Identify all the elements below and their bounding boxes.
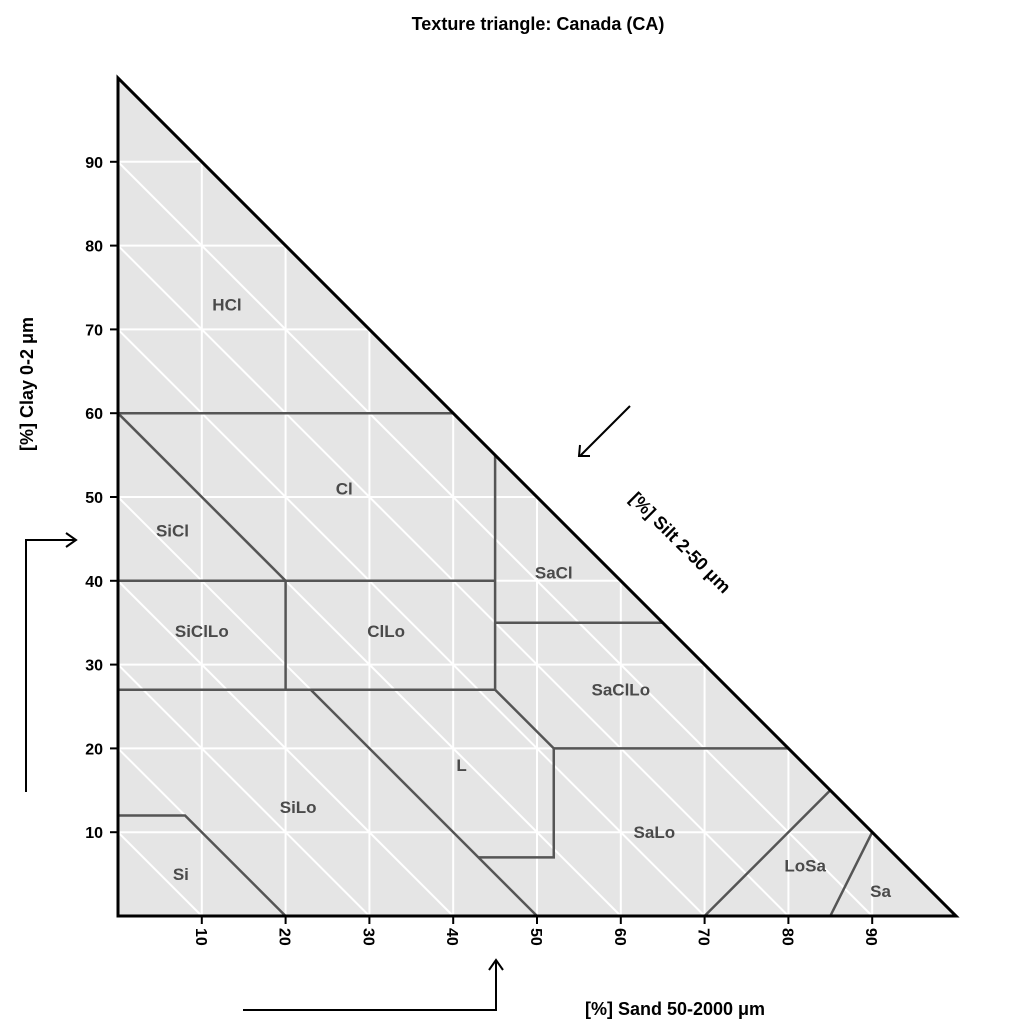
silt-direction-arrow (577, 405, 631, 457)
clay-tick-label: 20 (85, 741, 103, 758)
grid-line-silt-40 (117, 580, 454, 917)
class-boundary (478, 748, 556, 859)
class-label-sacllo: SaClLo (592, 681, 651, 700)
clay-axis-title: [%] Clay 0-2 μm (17, 317, 37, 451)
class-label-hcl: HCl (212, 295, 241, 314)
sand-direction-arrow (243, 958, 504, 1011)
sand-axis-title: [%] Sand 50-2000 μm (585, 999, 765, 1019)
sand-tick-label: 90 (862, 928, 879, 946)
class-label-sacl: SaCl (535, 563, 573, 582)
clay-tick-label: 50 (85, 490, 103, 507)
sand-tick-label: 30 (359, 928, 376, 946)
class-boundary (494, 688, 555, 750)
class-label-losa: LoSa (784, 857, 826, 876)
sand-tick-label: 40 (443, 928, 460, 946)
clay-tick-label: 40 (85, 574, 103, 591)
class-label-sa: Sa (870, 882, 891, 901)
clay-tick-label: 90 (85, 155, 103, 172)
sand-tick-label: 10 (192, 928, 209, 946)
clay-tick-label: 80 (85, 239, 103, 256)
sand-tick-label: 50 (527, 928, 544, 946)
chart-title: Texture triangle: Canada (CA) (412, 14, 665, 34)
class-label-sicllo: SiClLo (175, 622, 229, 641)
silt-axis-title: [%] Silt 2-50 μm (626, 488, 735, 597)
class-boundary (117, 412, 287, 582)
grid-line-silt-30 (117, 663, 371, 917)
axis-ticks: 10 20 30 40 50 60 70 80 90 10 20 30 40 50 60 70 80 90 (85, 155, 879, 946)
class-boundary (118, 814, 287, 917)
clay-direction-arrow (25, 532, 78, 792)
class-boundaries (117, 411, 874, 917)
class-label-salo: SaLo (634, 823, 676, 842)
class-boundary (829, 831, 874, 917)
sand-tick-label: 20 (276, 928, 293, 946)
class-label-sicl: SiCl (156, 522, 189, 541)
class-label-l: L (456, 756, 466, 775)
grid-line-silt-10 (117, 831, 203, 917)
clay-tick-label: 60 (85, 406, 103, 423)
sand-tick-label: 80 (778, 928, 795, 946)
sand-tick-label: 70 (695, 928, 712, 946)
class-boundary (703, 789, 832, 917)
clay-tick-label: 70 (85, 322, 103, 339)
clay-tick-label: 30 (85, 658, 103, 675)
grid-line-silt-70 (117, 328, 706, 917)
class-label-silo: SiLo (280, 798, 317, 817)
sand-tick-label: 60 (611, 928, 628, 946)
class-label-cl: Cl (336, 480, 353, 499)
class-label-cllo: ClLo (367, 622, 405, 641)
class-label-si: Si (173, 865, 189, 884)
clay-tick-label: 10 (85, 825, 103, 842)
class-boundary (309, 688, 538, 917)
